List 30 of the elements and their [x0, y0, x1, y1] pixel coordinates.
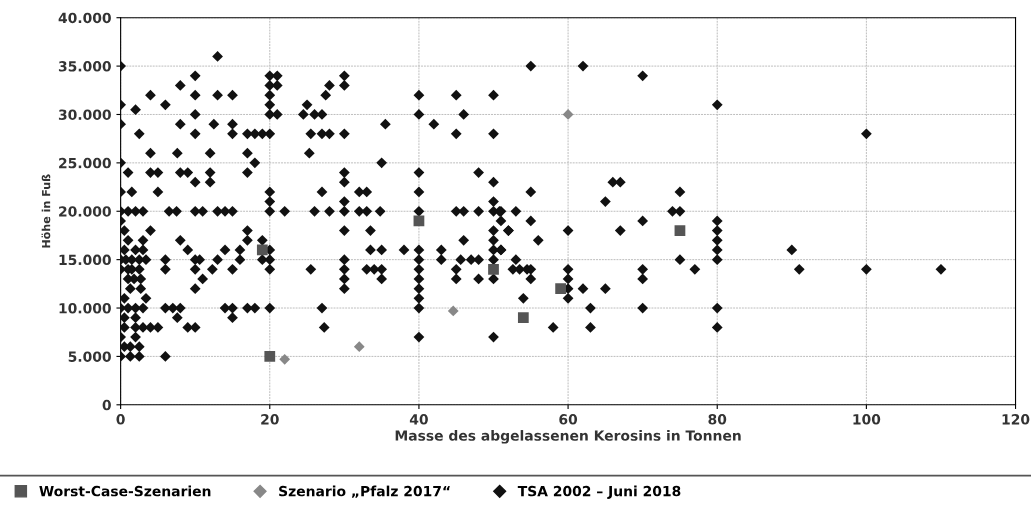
legend-label: Worst-Case-Szenarien	[39, 485, 211, 497]
point	[279, 353, 291, 365]
x-tick-label: 20	[261, 414, 279, 425]
y-tick-label: 0	[102, 399, 111, 411]
y-tick-label: 5.000	[68, 351, 111, 362]
point	[447, 305, 459, 317]
y-tick-label: 40.000	[58, 12, 111, 24]
x-tick-label: 100	[853, 414, 881, 425]
legend-label: TSA 2002 – Juni 2018	[517, 485, 681, 499]
x-axis-title: Masse des abgelassenen Kerosins in Tonnen	[395, 430, 741, 444]
point	[256, 244, 268, 256]
point	[353, 341, 365, 353]
x-tick-label: 80	[708, 414, 727, 425]
x-tick-label: 60	[559, 414, 578, 425]
x-tick-label: 0	[116, 414, 125, 425]
y-tick-label: 30.000	[58, 109, 111, 120]
point	[488, 263, 499, 275]
y-tick-label: 10.000	[59, 303, 111, 314]
legend-label: Szenario „Pfalz 2017“	[279, 485, 450, 498]
y-tick-label: 35.000	[58, 61, 111, 72]
y-tick-label: 25.000	[59, 157, 111, 169]
x-tick-label: 40	[409, 414, 428, 425]
point	[555, 283, 566, 295]
point	[517, 312, 529, 324]
y-axis-title: Höhe in Fuß	[41, 174, 51, 248]
y-tick-label: 20.000	[59, 206, 111, 217]
x-tick-label: 120	[1002, 414, 1030, 425]
y-tick-label: 15.000	[59, 254, 111, 266]
point	[264, 351, 276, 362]
point	[674, 225, 686, 236]
